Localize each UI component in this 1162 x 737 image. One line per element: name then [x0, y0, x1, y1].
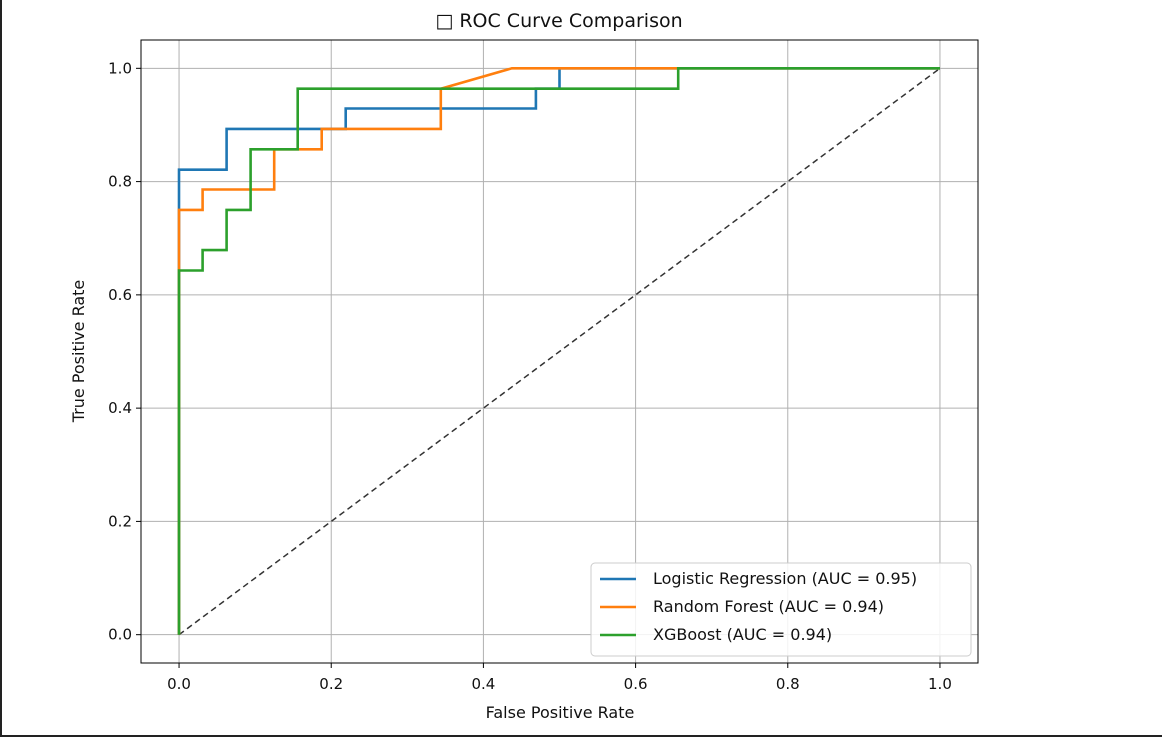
y-ticks: 0.0 0.2 0.4 0.6 0.8 1.0 [108, 59, 141, 644]
x-tick-label: 0.2 [319, 675, 343, 693]
y-tick-label: 0.4 [108, 399, 132, 417]
x-tick-label: 1.0 [928, 675, 952, 693]
x-tick-label: 0.4 [471, 675, 495, 693]
x-tick-label: 0.8 [776, 675, 800, 693]
series-group [177, 67, 940, 635]
legend-box [590, 562, 972, 657]
x-tick-label: 0.6 [624, 675, 648, 693]
page-bottom-border [0, 735, 1162, 737]
legend-label: XGBoost (AUC = 0.94) [653, 625, 832, 644]
y-tick-label: 0.0 [108, 626, 132, 644]
legend-label: Random Forest (AUC = 0.94) [653, 597, 884, 616]
y-tick-label: 0.2 [108, 512, 132, 530]
series-line-1 [177, 67, 940, 635]
x-ticks: 0.0 0.2 0.4 0.6 0.8 1.0 [167, 663, 952, 693]
legend-label: Logistic Regression (AUC = 0.95) [653, 569, 917, 588]
page-left-border [0, 0, 2, 737]
y-tick-label: 0.6 [108, 286, 132, 304]
reference-diagonal-line [178, 67, 941, 636]
y-tick-label: 0.8 [108, 173, 132, 191]
y-tick-label: 1.0 [108, 59, 132, 77]
reference-line-group [178, 67, 941, 636]
chart-title: □ ROC Curve Comparison [435, 10, 682, 32]
series-line-3 [177, 67, 940, 635]
x-tick-label: 0.0 [167, 675, 191, 693]
legend: Logistic Regression (AUC = 0.95) Random F… [590, 562, 972, 657]
x-axis-label: False Positive Rate [486, 703, 635, 722]
y-axis-label: True Positive Rate [69, 280, 88, 424]
plot-area-frame [140, 39, 979, 664]
